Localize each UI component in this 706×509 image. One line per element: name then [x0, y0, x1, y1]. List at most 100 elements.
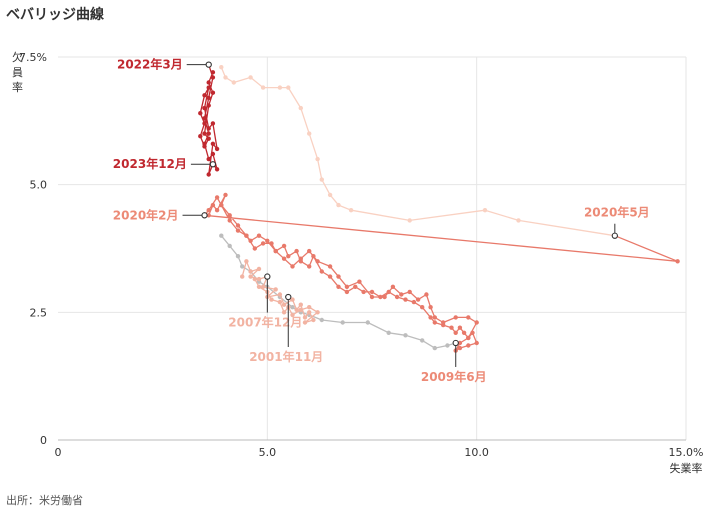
data-point: [198, 134, 203, 139]
data-point: [219, 65, 224, 70]
data-point: [449, 325, 454, 330]
data-point: [319, 317, 324, 323]
series-salmon: [202, 192, 680, 353]
data-point: [340, 320, 345, 325]
data-point: [281, 310, 287, 315]
data-point: [307, 131, 312, 136]
annotation: 2009年6月: [421, 339, 487, 384]
data-point: [327, 264, 333, 269]
annotation-marker: [611, 232, 618, 239]
data-point: [202, 93, 207, 98]
data-point: [474, 340, 479, 346]
data-point: [428, 315, 433, 320]
y-tick-label: 0: [40, 434, 47, 447]
tick-labels: 0 5.0 10.0 15.0% 0 2.5 5.0 7.5%: [19, 51, 703, 459]
data-point: [202, 105, 207, 111]
annotation-label: 2020年2月: [113, 207, 179, 222]
data-point: [348, 208, 354, 213]
x-axis-title: 失業率: [670, 461, 703, 475]
data-point: [357, 279, 362, 284]
data-point: [336, 202, 341, 208]
series-group: [198, 62, 680, 353]
data-point: [302, 315, 308, 320]
data-point: [260, 241, 266, 246]
data-point: [403, 333, 408, 338]
data-point: [290, 297, 295, 302]
data-point: [302, 320, 308, 325]
x-tick-label: 0: [55, 446, 62, 459]
annotation: 2007年12月: [228, 273, 302, 330]
data-point: [269, 297, 274, 302]
data-point: [394, 294, 400, 300]
data-point: [411, 299, 417, 305]
data-point: [298, 256, 303, 261]
data-point: [277, 299, 283, 305]
data-point: [248, 274, 253, 279]
data-point: [227, 213, 232, 218]
data-point: [432, 315, 437, 320]
data-point: [298, 302, 303, 307]
data-point: [294, 307, 299, 312]
data-point: [420, 305, 425, 310]
x-tick-label: 15.0%: [669, 446, 704, 459]
data-point: [307, 305, 312, 310]
data-point: [223, 75, 228, 80]
gridlines: [58, 56, 687, 440]
data-point: [286, 254, 291, 259]
annotations-group: 2022年3月 2023年12月 2020年2月 2020年5月 2007年12月 200…: [113, 57, 650, 384]
data-point: [235, 228, 241, 233]
data-point: [386, 289, 391, 295]
data-point: [260, 85, 266, 90]
data-point: [407, 218, 412, 223]
data-point: [319, 269, 324, 274]
data-point: [457, 340, 463, 346]
data-point: [432, 345, 437, 351]
data-point: [319, 177, 324, 182]
data-point: [432, 320, 437, 325]
data-point: [214, 146, 220, 152]
data-point: [214, 208, 220, 213]
data-point: [428, 305, 433, 310]
chart-title: ベバリッジ曲線: [6, 7, 104, 23]
annotation-label: 2009年6月: [421, 369, 487, 384]
data-point: [223, 192, 228, 198]
data-point: [206, 95, 211, 101]
annotation: 2001年11月: [249, 293, 323, 364]
data-point: [269, 241, 274, 246]
data-point: [227, 218, 232, 223]
data-point: [453, 315, 458, 320]
x-tick-label: 10.0: [464, 446, 489, 459]
data-point: [315, 259, 320, 264]
data-point: [219, 233, 224, 238]
data-point: [252, 246, 257, 251]
data-point: [210, 151, 216, 157]
data-point: [210, 121, 216, 126]
annotation-marker: [201, 212, 208, 219]
data-point: [420, 338, 425, 343]
data-point: [461, 330, 467, 335]
data-point: [482, 208, 488, 213]
data-point: [256, 276, 262, 282]
data-point: [424, 292, 429, 297]
annotation-marker: [209, 161, 217, 168]
data-point: [227, 243, 232, 249]
data-point: [474, 320, 479, 325]
y-tick-label: 5.0: [30, 179, 48, 192]
annotation-marker: [452, 339, 459, 347]
series-red: [198, 62, 220, 177]
data-point: [214, 167, 220, 172]
data-point: [206, 172, 211, 177]
data-point: [466, 343, 471, 348]
annotation-label: 2022年3月: [117, 57, 183, 72]
data-point: [277, 85, 283, 90]
data-point: [235, 254, 241, 259]
data-point: [327, 274, 333, 279]
data-point: [675, 259, 680, 264]
data-point: [390, 284, 396, 289]
data-point: [248, 238, 253, 243]
data-point: [265, 238, 270, 243]
data-point: [202, 116, 207, 121]
data-point: [403, 297, 408, 302]
data-point: [311, 254, 316, 259]
